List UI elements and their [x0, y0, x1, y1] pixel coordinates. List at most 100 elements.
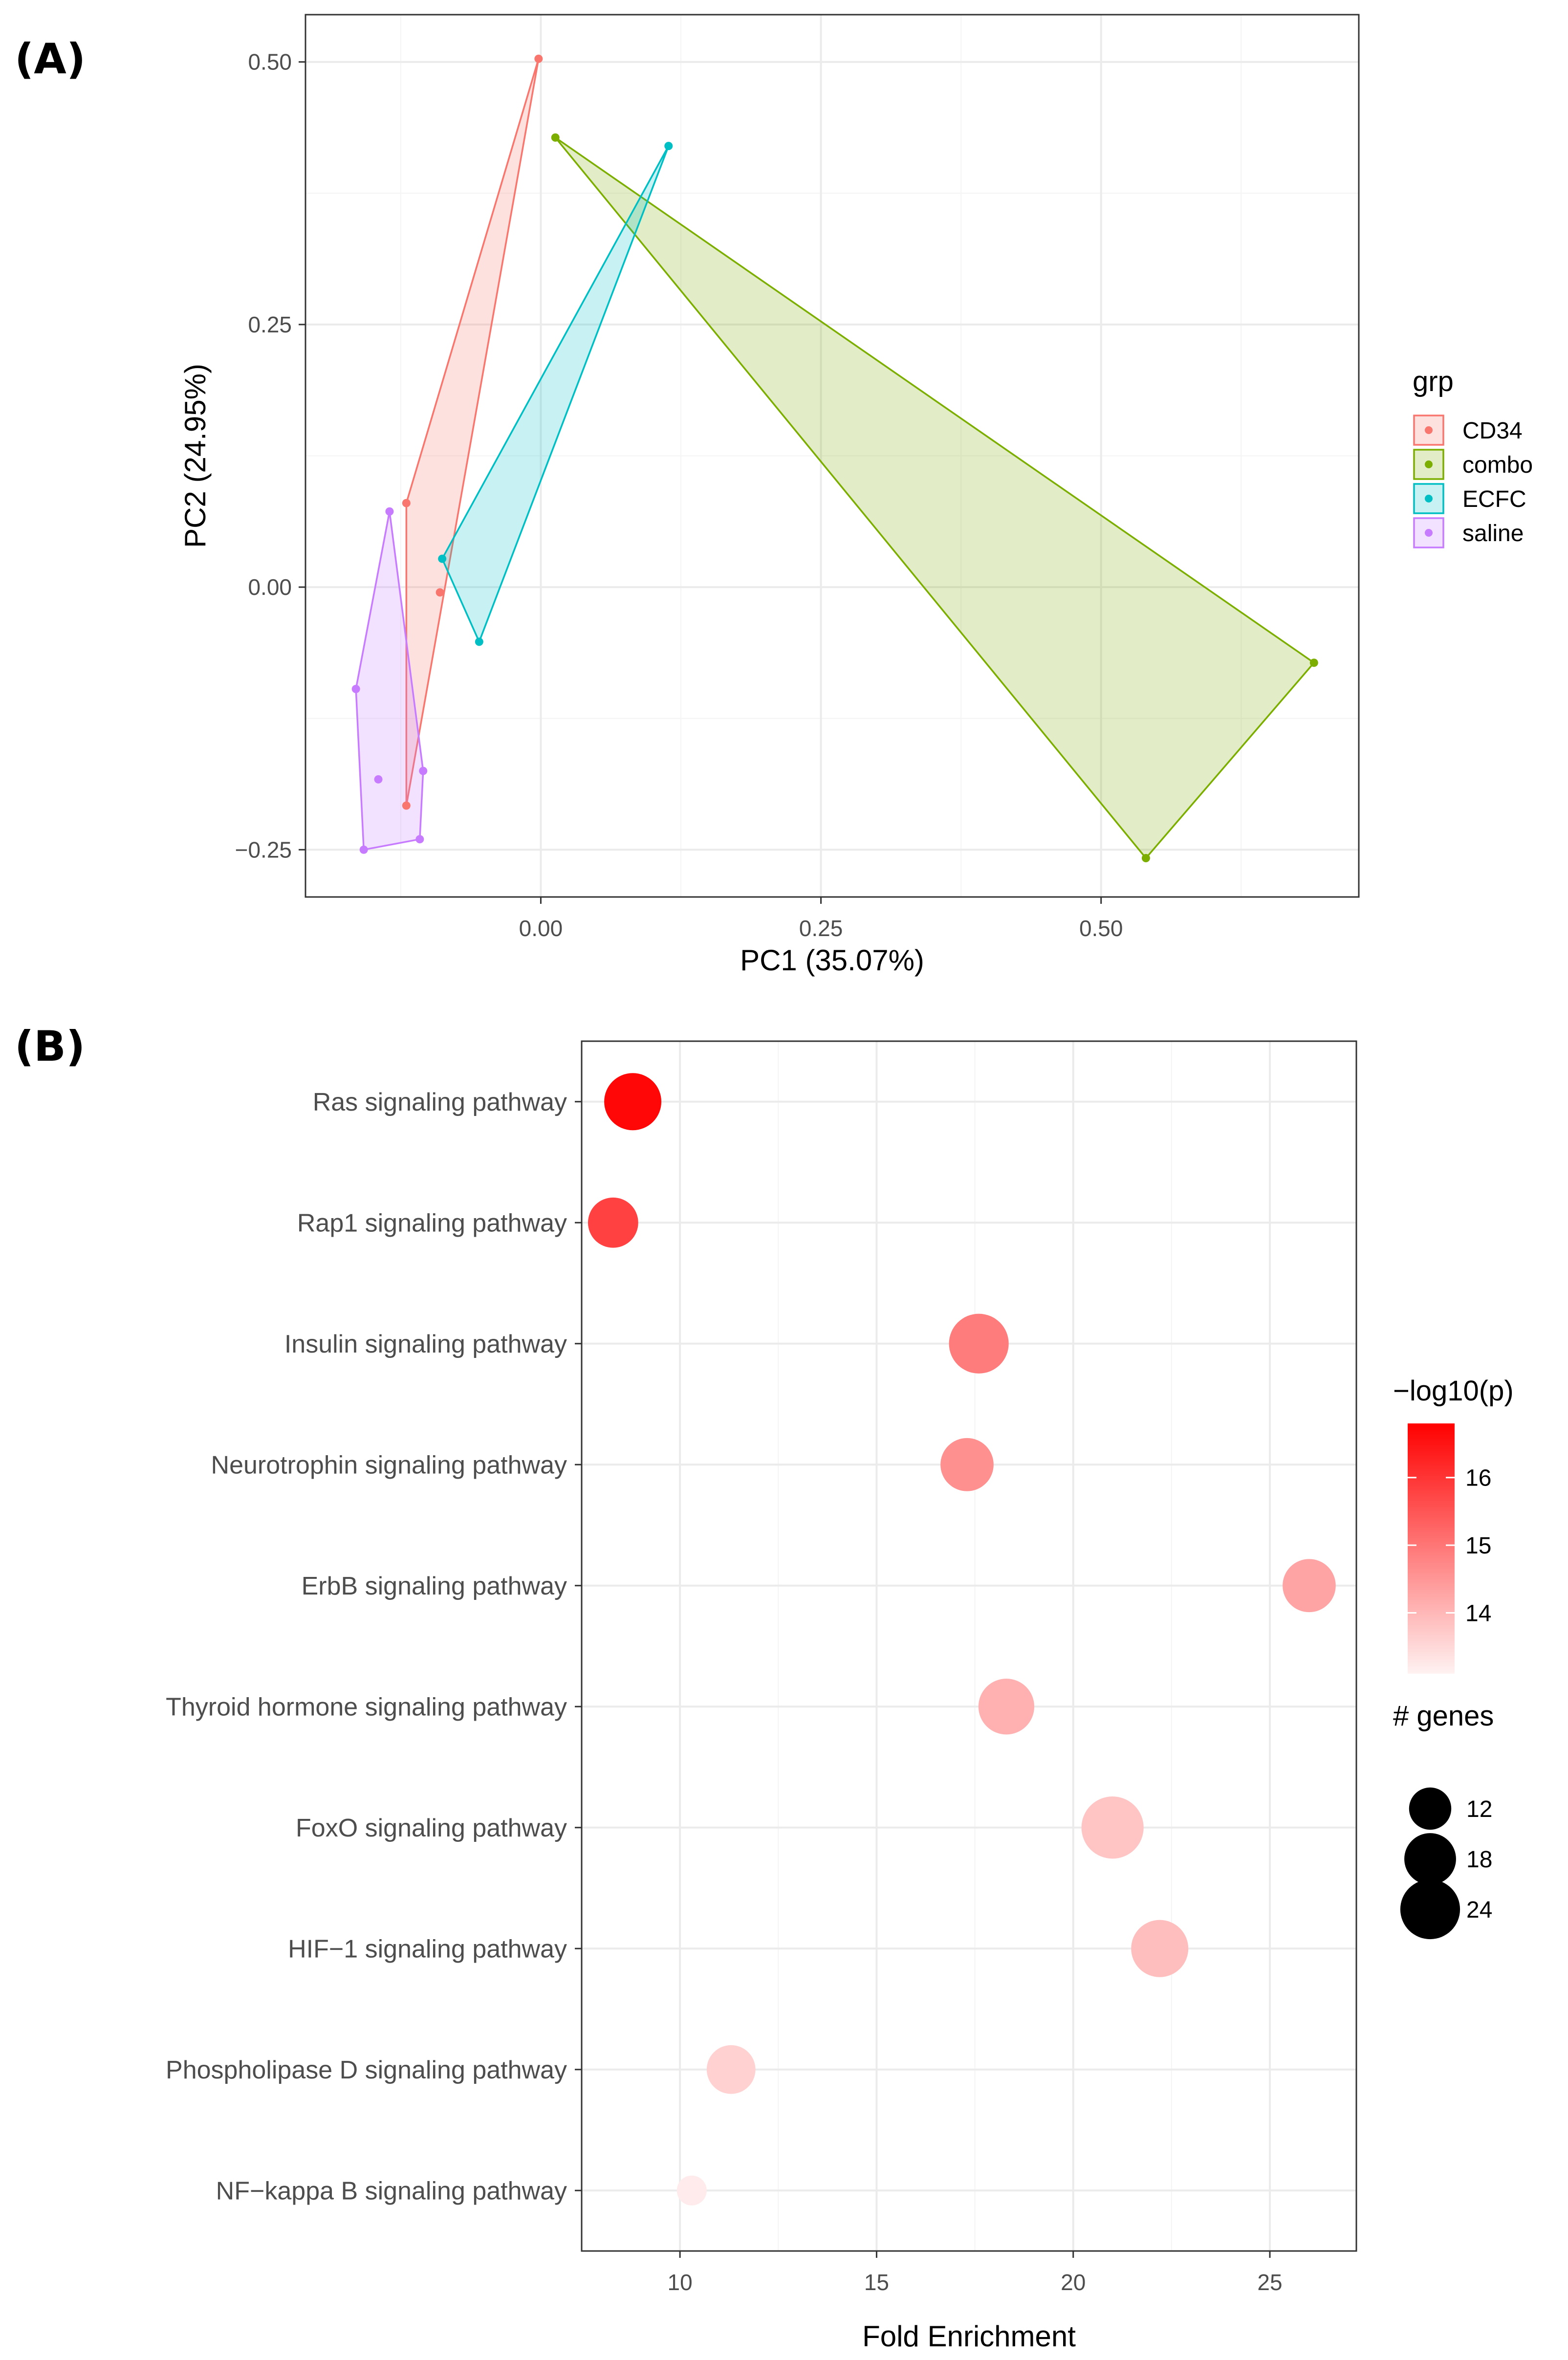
legend-label-saline: saline	[1462, 521, 1524, 546]
pca-x-tick-label: 0.25	[799, 916, 843, 941]
pca-point-ecfc	[438, 554, 447, 563]
pvalue-tick-label: 16	[1465, 1465, 1491, 1491]
genes-size-label: 24	[1466, 1897, 1492, 1923]
enrichment-x-tick-label: 15	[864, 2270, 889, 2295]
hull-cd34	[405, 58, 540, 807]
legend-label-ecfc: ECFC	[1462, 486, 1526, 512]
pca-y-tick-label: 0.00	[248, 574, 292, 600]
legend-item-cd34: CD34	[1413, 415, 1523, 446]
pca-point-cd34	[402, 801, 411, 810]
legend-dot-cd34	[1425, 426, 1433, 434]
category-label: Phospholipase D signaling pathway	[166, 2056, 567, 2084]
enrichment-points	[588, 1073, 1336, 2206]
enrichment-point	[676, 2175, 707, 2206]
pca-grid-minor	[305, 15, 1359, 897]
enrichment-plot-border	[581, 1040, 1357, 2252]
pca-x-tick-label: 0.50	[1079, 916, 1123, 941]
pca-point-saline	[415, 835, 424, 844]
pca-point-ecfc	[475, 637, 483, 646]
enrichment-point	[588, 1197, 638, 1248]
pvalue-colorbar	[1408, 1423, 1455, 1674]
pca-y-ticks: −0.25 0.00 0.25 0.50	[235, 49, 305, 862]
pca-point-cd34	[402, 499, 411, 507]
enrichment-x-tick-label: 20	[1061, 2270, 1086, 2295]
genes-size-keys: 12 18 24	[1400, 1787, 1492, 1940]
category-label: Ras signaling pathway	[313, 1088, 567, 1116]
legend-label-combo: combo	[1462, 452, 1533, 478]
pca-point-combo	[1309, 658, 1318, 667]
enrichment-x-ticks: 10 15 20 25	[668, 2251, 1283, 2295]
pca-x-tick-label: 0.00	[519, 916, 563, 941]
category-label: NF−kappa B signaling pathway	[216, 2177, 567, 2205]
category-label: ErbB signaling pathway	[302, 1572, 567, 1600]
pca-y-tick-label: 0.25	[248, 312, 292, 337]
genes-legend-title: # genes	[1393, 1700, 1494, 1732]
genes-size-legend: # genes 12 18 24	[1393, 1700, 1494, 1940]
genes-size-label: 18	[1466, 1847, 1492, 1873]
enrichment-point	[1131, 1920, 1189, 1977]
enrichment-x-tick-label: 25	[1257, 2270, 1282, 2295]
pca-grid-major	[305, 15, 1359, 897]
enrichment-point	[1283, 1559, 1336, 1613]
legend-item-ecfc: ECFC	[1413, 483, 1526, 514]
enrichment-plot: Ras signaling pathway Rap1 signaling pat…	[166, 1040, 1357, 2353]
pca-plot: 0.00 0.25 0.50 −0.25 0.00 0.25 0.50 PC1 …	[179, 14, 1360, 977]
enrichment-point	[978, 1679, 1035, 1735]
pca-point-cd34	[436, 588, 444, 597]
hull-ecfc	[441, 145, 670, 643]
pca-point-saline	[419, 766, 428, 775]
hull-saline	[355, 510, 424, 851]
pca-point-combo	[551, 133, 560, 142]
panel-b-label: (B)	[15, 1022, 85, 1071]
genes-size-key-circle	[1409, 1787, 1452, 1830]
legend-item-saline: saline	[1413, 517, 1524, 548]
category-label: Rap1 signaling pathway	[297, 1209, 567, 1237]
pca-point-combo	[1141, 853, 1150, 862]
enrichment-x-tick-label: 10	[668, 2270, 693, 2295]
pca-hulls	[355, 58, 1315, 859]
pvalue-tick-label: 15	[1465, 1533, 1491, 1559]
pvalue-legend-title: −log10(p)	[1393, 1375, 1514, 1407]
enrichment-point	[949, 1313, 1009, 1374]
enrichment-point	[1081, 1796, 1144, 1859]
category-label: HIF−1 signaling pathway	[288, 1935, 567, 1963]
category-label: Insulin signaling pathway	[284, 1330, 567, 1358]
enrichment-category-labels: Ras signaling pathway Rap1 signaling pat…	[166, 1088, 582, 2205]
hull-combo	[554, 136, 1315, 859]
pca-legend-title: grp	[1413, 366, 1454, 397]
pca-point-cd34	[534, 54, 543, 63]
genes-size-key-circle	[1400, 1879, 1460, 1940]
enrichment-x-axis-title: Fold Enrichment	[862, 2320, 1076, 2353]
panel-a-label: (A)	[15, 35, 86, 84]
pca-point-ecfc	[664, 142, 673, 151]
pca-legend: grp CD34 combo ECFC saline	[1413, 366, 1533, 548]
genes-size-label: 12	[1466, 1796, 1492, 1822]
category-label: Thyroid hormone signaling pathway	[166, 1693, 567, 1721]
legend-key-saline	[1413, 517, 1444, 548]
enrichment-point	[604, 1073, 662, 1131]
enrichment-plot-frame	[582, 1041, 1356, 2251]
enrichment-point	[706, 2045, 756, 2094]
legend-label-cd34: CD34	[1462, 418, 1523, 444]
legend-item-combo: combo	[1413, 449, 1533, 480]
pca-point-saline	[359, 845, 368, 854]
pca-y-axis-title: PC2 (24.95%)	[179, 364, 212, 548]
pca-x-ticks: 0.00 0.25 0.50	[519, 897, 1123, 941]
legend-dot-combo	[1425, 460, 1433, 468]
pvalue-color-legend: −log10(p) 14 15 16	[1393, 1375, 1514, 1674]
legend-dot-saline	[1425, 529, 1433, 537]
enrichment-point	[940, 1438, 994, 1491]
pvalue-colorbar-ticks: 14 15 16	[1408, 1465, 1491, 1626]
category-label: FoxO signaling pathway	[296, 1814, 567, 1842]
pca-x-axis-title: PC1 (35.07%)	[740, 944, 924, 977]
pca-plot-border	[305, 14, 1360, 898]
genes-size-key-circle	[1404, 1833, 1456, 1885]
legend-dot-ecfc	[1425, 495, 1433, 503]
pca-y-tick-label: 0.50	[248, 49, 292, 75]
pca-point-saline	[351, 685, 360, 694]
category-label: Neurotrophin signaling pathway	[211, 1451, 567, 1479]
pca-y-tick-label: −0.25	[235, 837, 292, 862]
pca-points	[351, 54, 1318, 862]
